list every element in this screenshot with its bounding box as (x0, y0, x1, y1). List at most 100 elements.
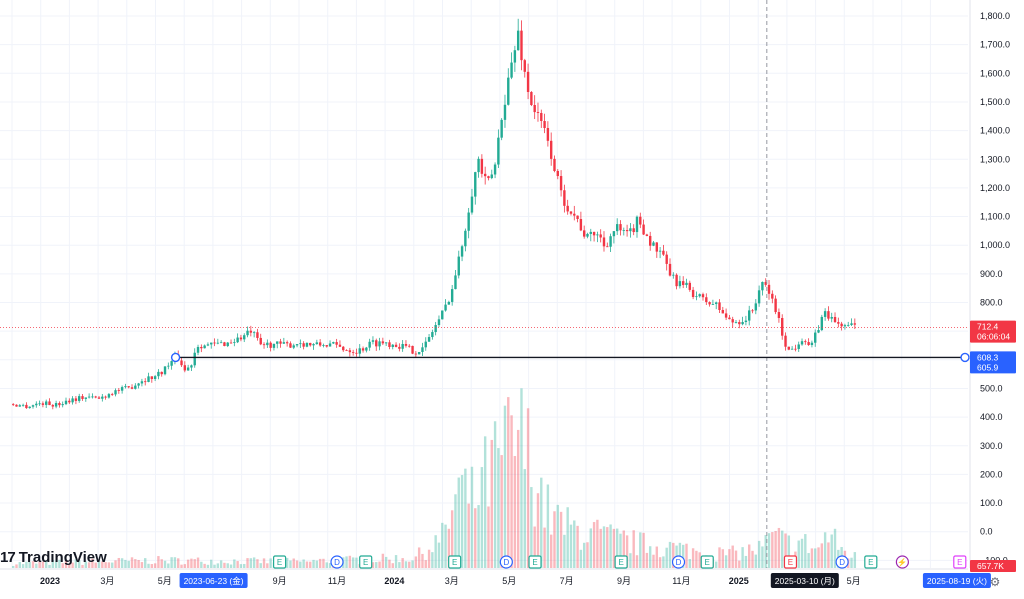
line-handle-left[interactable] (170, 352, 181, 363)
candle-body (579, 218, 583, 231)
candle-body (167, 365, 170, 367)
candle-body (87, 396, 91, 398)
earnings-marker-icon[interactable] (614, 555, 628, 569)
earnings-marker-icon[interactable] (864, 555, 878, 569)
volume-bar (295, 560, 299, 568)
candle-body (295, 344, 299, 346)
earnings-marker-icon[interactable] (359, 555, 373, 569)
dividend-marker-icon[interactable] (499, 555, 513, 569)
settings-gear-icon[interactable]: ⚙ (989, 575, 1001, 589)
volume-bar (414, 556, 418, 568)
volume-bar (401, 558, 404, 568)
time-axis-tick-label: 5月 (158, 576, 172, 586)
volume-bar (853, 552, 857, 568)
candle-body (718, 302, 721, 311)
candle-body (368, 341, 371, 348)
volume-bar (546, 484, 550, 568)
volume-bar (589, 528, 592, 568)
volume-bar (97, 560, 101, 568)
volume-bar (566, 507, 569, 568)
volume-bar (137, 559, 140, 568)
earnings-marker-icon[interactable] (700, 555, 714, 569)
volume-bar (140, 562, 144, 568)
candle-body (97, 397, 101, 399)
candle-body (748, 310, 751, 321)
split-marker-icon[interactable] (895, 555, 909, 569)
candle-body (787, 346, 791, 350)
price-axis-tick-label: 1,800.0 (980, 11, 1010, 21)
volume-bar (804, 534, 807, 568)
candle-body (480, 158, 484, 174)
candle-body (434, 325, 437, 333)
earnings-marker-icon[interactable] (273, 555, 287, 569)
candle-body (784, 335, 787, 347)
time-axis[interactable]: 2023 3月 5月 9月 11月 2024 3月 5月 7月 9月 11月 2025 5月 2023-0… (0, 568, 991, 590)
volume-bar (668, 541, 672, 568)
candle-body (483, 173, 487, 177)
candle-body (239, 337, 243, 340)
candle-body (817, 330, 820, 333)
volume-bar (487, 506, 490, 568)
volume-bar (444, 524, 447, 568)
candlestick-series (12, 18, 857, 410)
volume-bar (153, 563, 157, 568)
candle-body (246, 330, 249, 336)
earnings-marker-icon[interactable] (953, 555, 967, 569)
candle-body (450, 289, 454, 302)
candle-body (252, 332, 256, 334)
volume-bar (850, 557, 853, 568)
candle-body (559, 176, 563, 191)
volume-bar (497, 448, 500, 568)
event-markers[interactable]: E D E E D E E D E E D E ⚡ E (273, 555, 967, 569)
line-handle-right[interactable] (960, 352, 970, 363)
volume-bar (25, 561, 28, 568)
price-axis-tick-label: 1,700.0 (980, 40, 1010, 50)
volume-bar (147, 563, 150, 568)
volume-bar (533, 526, 536, 568)
candle-body (629, 228, 632, 232)
dividend-marker-icon[interactable] (835, 555, 849, 569)
volume-bar (480, 467, 484, 568)
candle-body (312, 344, 315, 346)
volume-bar (15, 564, 18, 568)
volume-bar (404, 561, 408, 568)
volume-bar (447, 528, 451, 568)
earnings-marker-icon[interactable] (528, 555, 542, 569)
volume-bar (355, 557, 358, 568)
volume-bar (602, 526, 606, 568)
volume-bar (130, 557, 134, 568)
candle-body (705, 297, 708, 303)
volume-bar (754, 554, 758, 568)
candle-body (523, 60, 526, 72)
dividend-marker-icon[interactable] (330, 555, 344, 569)
volume-bar (193, 559, 196, 568)
volume-bar (606, 527, 609, 568)
earnings-marker-icon[interactable] (783, 555, 798, 569)
volume-bar (84, 561, 88, 568)
volume-bar (761, 546, 764, 568)
candle-body (847, 324, 850, 326)
candle-body (206, 344, 210, 346)
price-axis-tick-label: 1,300.0 (980, 154, 1010, 164)
tradingview-logo[interactable]: 17 TradingView (0, 548, 107, 566)
volume-bar (315, 560, 319, 568)
volume-bar (830, 534, 833, 568)
candle-body (342, 346, 345, 351)
candle-body (771, 293, 774, 299)
volume-bar (411, 560, 414, 568)
candle-body (233, 342, 236, 344)
candle-body (318, 342, 322, 346)
volume-bar (58, 559, 61, 568)
time-axis-tick-label: 3月 (445, 576, 459, 586)
price-axis[interactable]: 1,800.0 1,700.0 1,600.0 1,500.0 1,400.0 1,300… (969, 0, 1010, 568)
volume-bar (167, 563, 170, 568)
volume-bar (510, 415, 513, 568)
candle-body (371, 340, 375, 342)
candle-body (672, 274, 675, 276)
volume-bar (289, 560, 292, 568)
candle-body (345, 350, 348, 352)
volume-bar (236, 561, 239, 568)
dividend-marker-icon[interactable] (671, 555, 686, 569)
earnings-marker-icon[interactable] (448, 555, 462, 569)
